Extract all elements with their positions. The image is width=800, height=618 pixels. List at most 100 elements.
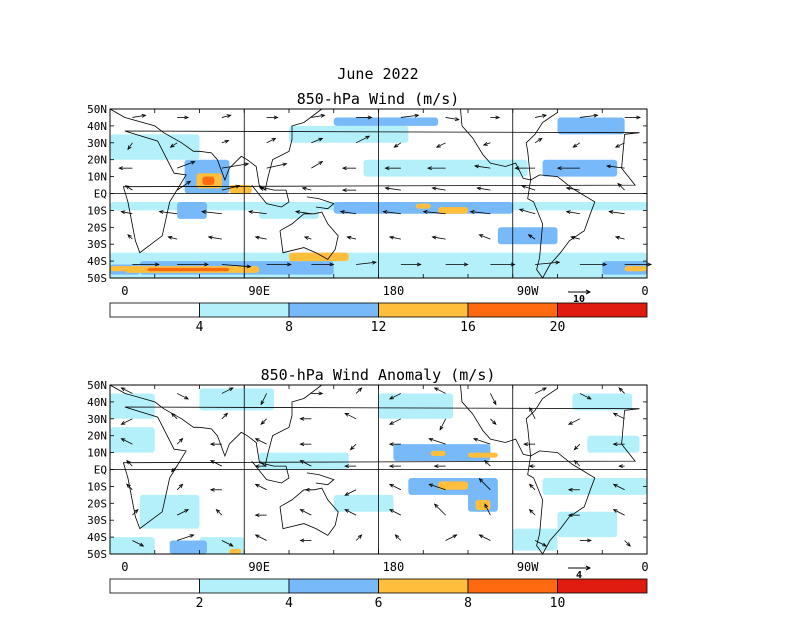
wind-vector xyxy=(527,234,536,240)
wind-vector-head xyxy=(344,412,350,417)
wind-vector-shaft xyxy=(126,460,133,467)
x-tick-label: 0 xyxy=(121,560,128,574)
y-tick-label: 20S xyxy=(87,497,107,510)
wind-vector-head xyxy=(495,115,501,120)
wind-vector-shaft xyxy=(210,460,223,467)
wind-vector xyxy=(439,418,446,431)
wind-vector-head xyxy=(612,412,618,417)
wind-vector xyxy=(394,534,402,541)
wind-vector-head xyxy=(303,236,309,240)
wind-vector-shaft xyxy=(566,211,580,215)
wind-vector xyxy=(426,166,446,171)
wind-vector-head xyxy=(612,442,618,447)
wind-vector-shaft xyxy=(159,211,178,215)
wind-vector-head xyxy=(614,235,620,240)
wind-vector xyxy=(490,262,516,267)
wind-vector-shaft xyxy=(613,483,625,491)
wind-vector-shaft xyxy=(568,418,581,425)
wind-vector-head xyxy=(223,412,229,418)
wind-vector xyxy=(514,166,536,171)
colorbar-label: 8 xyxy=(464,596,472,611)
y-tick-label: 10N xyxy=(87,447,107,460)
wind-vector xyxy=(388,393,402,400)
wind-vector xyxy=(207,235,222,240)
wind-vector-head xyxy=(154,262,160,267)
wind-vector xyxy=(311,391,324,396)
wind-vector-head xyxy=(228,542,234,547)
wind-vector-shaft xyxy=(344,509,357,516)
wind-vector xyxy=(624,115,642,120)
wind-vector xyxy=(614,142,625,148)
wind-vector-shaft xyxy=(519,208,536,215)
colorbar-cell xyxy=(199,302,290,318)
wind-vector-head xyxy=(139,542,145,547)
shaded-region xyxy=(199,388,275,411)
panel-wind-colorbar: 4 8 12 16 20 xyxy=(109,302,648,335)
y-tick-label: 50N xyxy=(87,103,107,116)
wind-vector xyxy=(176,509,190,516)
wind-vector-head xyxy=(469,210,475,214)
wind-vector-shaft xyxy=(266,138,276,144)
wind-vector-head xyxy=(618,387,623,392)
wind-vector xyxy=(311,161,324,169)
wind-vector xyxy=(344,464,357,469)
wind-vector-shaft xyxy=(432,236,446,240)
wind-vector-shaft xyxy=(389,236,401,240)
wind-vector-head xyxy=(341,188,347,193)
wind-vector-shaft xyxy=(434,503,446,516)
wind-vector-shaft xyxy=(304,236,312,240)
wind-vector xyxy=(344,412,357,420)
colorbar-label: 2 xyxy=(196,596,204,611)
wind-vector-head xyxy=(514,166,520,171)
wind-vector-head xyxy=(244,162,250,167)
panel-anomaly-reference-vector: 4 xyxy=(568,565,592,581)
wind-vector xyxy=(469,210,491,215)
wind-vector-shaft xyxy=(255,438,267,445)
wind-vector-shaft xyxy=(260,418,267,425)
wind-vector-head xyxy=(567,513,573,518)
colorbar-label: 12 xyxy=(371,320,387,335)
wind-vector-head xyxy=(570,235,576,240)
wind-vector-shaft xyxy=(389,418,402,425)
wind-vector xyxy=(608,210,625,215)
wind-vector-head xyxy=(254,464,260,469)
colorbar-cell xyxy=(378,302,469,318)
wind-vector-head xyxy=(209,460,215,464)
wind-vector-head xyxy=(184,395,190,400)
wind-vector-shaft xyxy=(470,211,491,215)
wind-vector-head xyxy=(120,420,126,425)
wind-vector-head xyxy=(178,437,184,443)
wind-vector-shaft xyxy=(216,509,223,516)
y-tick-label: 40S xyxy=(87,531,107,544)
wind-vector-shaft xyxy=(171,413,178,420)
wind-vector xyxy=(624,540,631,547)
y-tick-label: 20N xyxy=(87,154,107,167)
wind-vector-head xyxy=(510,262,516,267)
wind-vector-head xyxy=(528,508,534,514)
wind-vector xyxy=(118,166,133,171)
wind-vector-head xyxy=(169,143,175,148)
shaded-region xyxy=(110,134,200,160)
wind-vector-shaft xyxy=(221,114,231,118)
wind-vector-shaft xyxy=(529,483,536,491)
wind-vector-shaft xyxy=(528,234,536,240)
wind-vector-head xyxy=(318,391,324,396)
shaded-region xyxy=(202,176,215,186)
wind-vector xyxy=(433,503,446,516)
wind-vector-head xyxy=(186,180,192,185)
wind-vector-head xyxy=(388,483,394,488)
wind-vector-shaft xyxy=(606,165,625,169)
x-tick-label: 0 xyxy=(641,560,648,574)
wind-vector-shaft xyxy=(255,483,267,491)
wind-vector xyxy=(254,464,267,469)
wind-vector-head xyxy=(492,400,497,406)
wind-vector-head xyxy=(520,185,526,189)
colorbar-cell xyxy=(288,302,379,318)
wind-vector xyxy=(339,210,357,215)
wind-vector-shaft xyxy=(266,163,287,169)
wind-vector-head xyxy=(463,262,469,267)
wind-vector xyxy=(356,115,373,120)
wind-vector xyxy=(221,139,230,144)
y-tick-label: EQ xyxy=(94,464,107,477)
wind-vector xyxy=(254,483,267,491)
